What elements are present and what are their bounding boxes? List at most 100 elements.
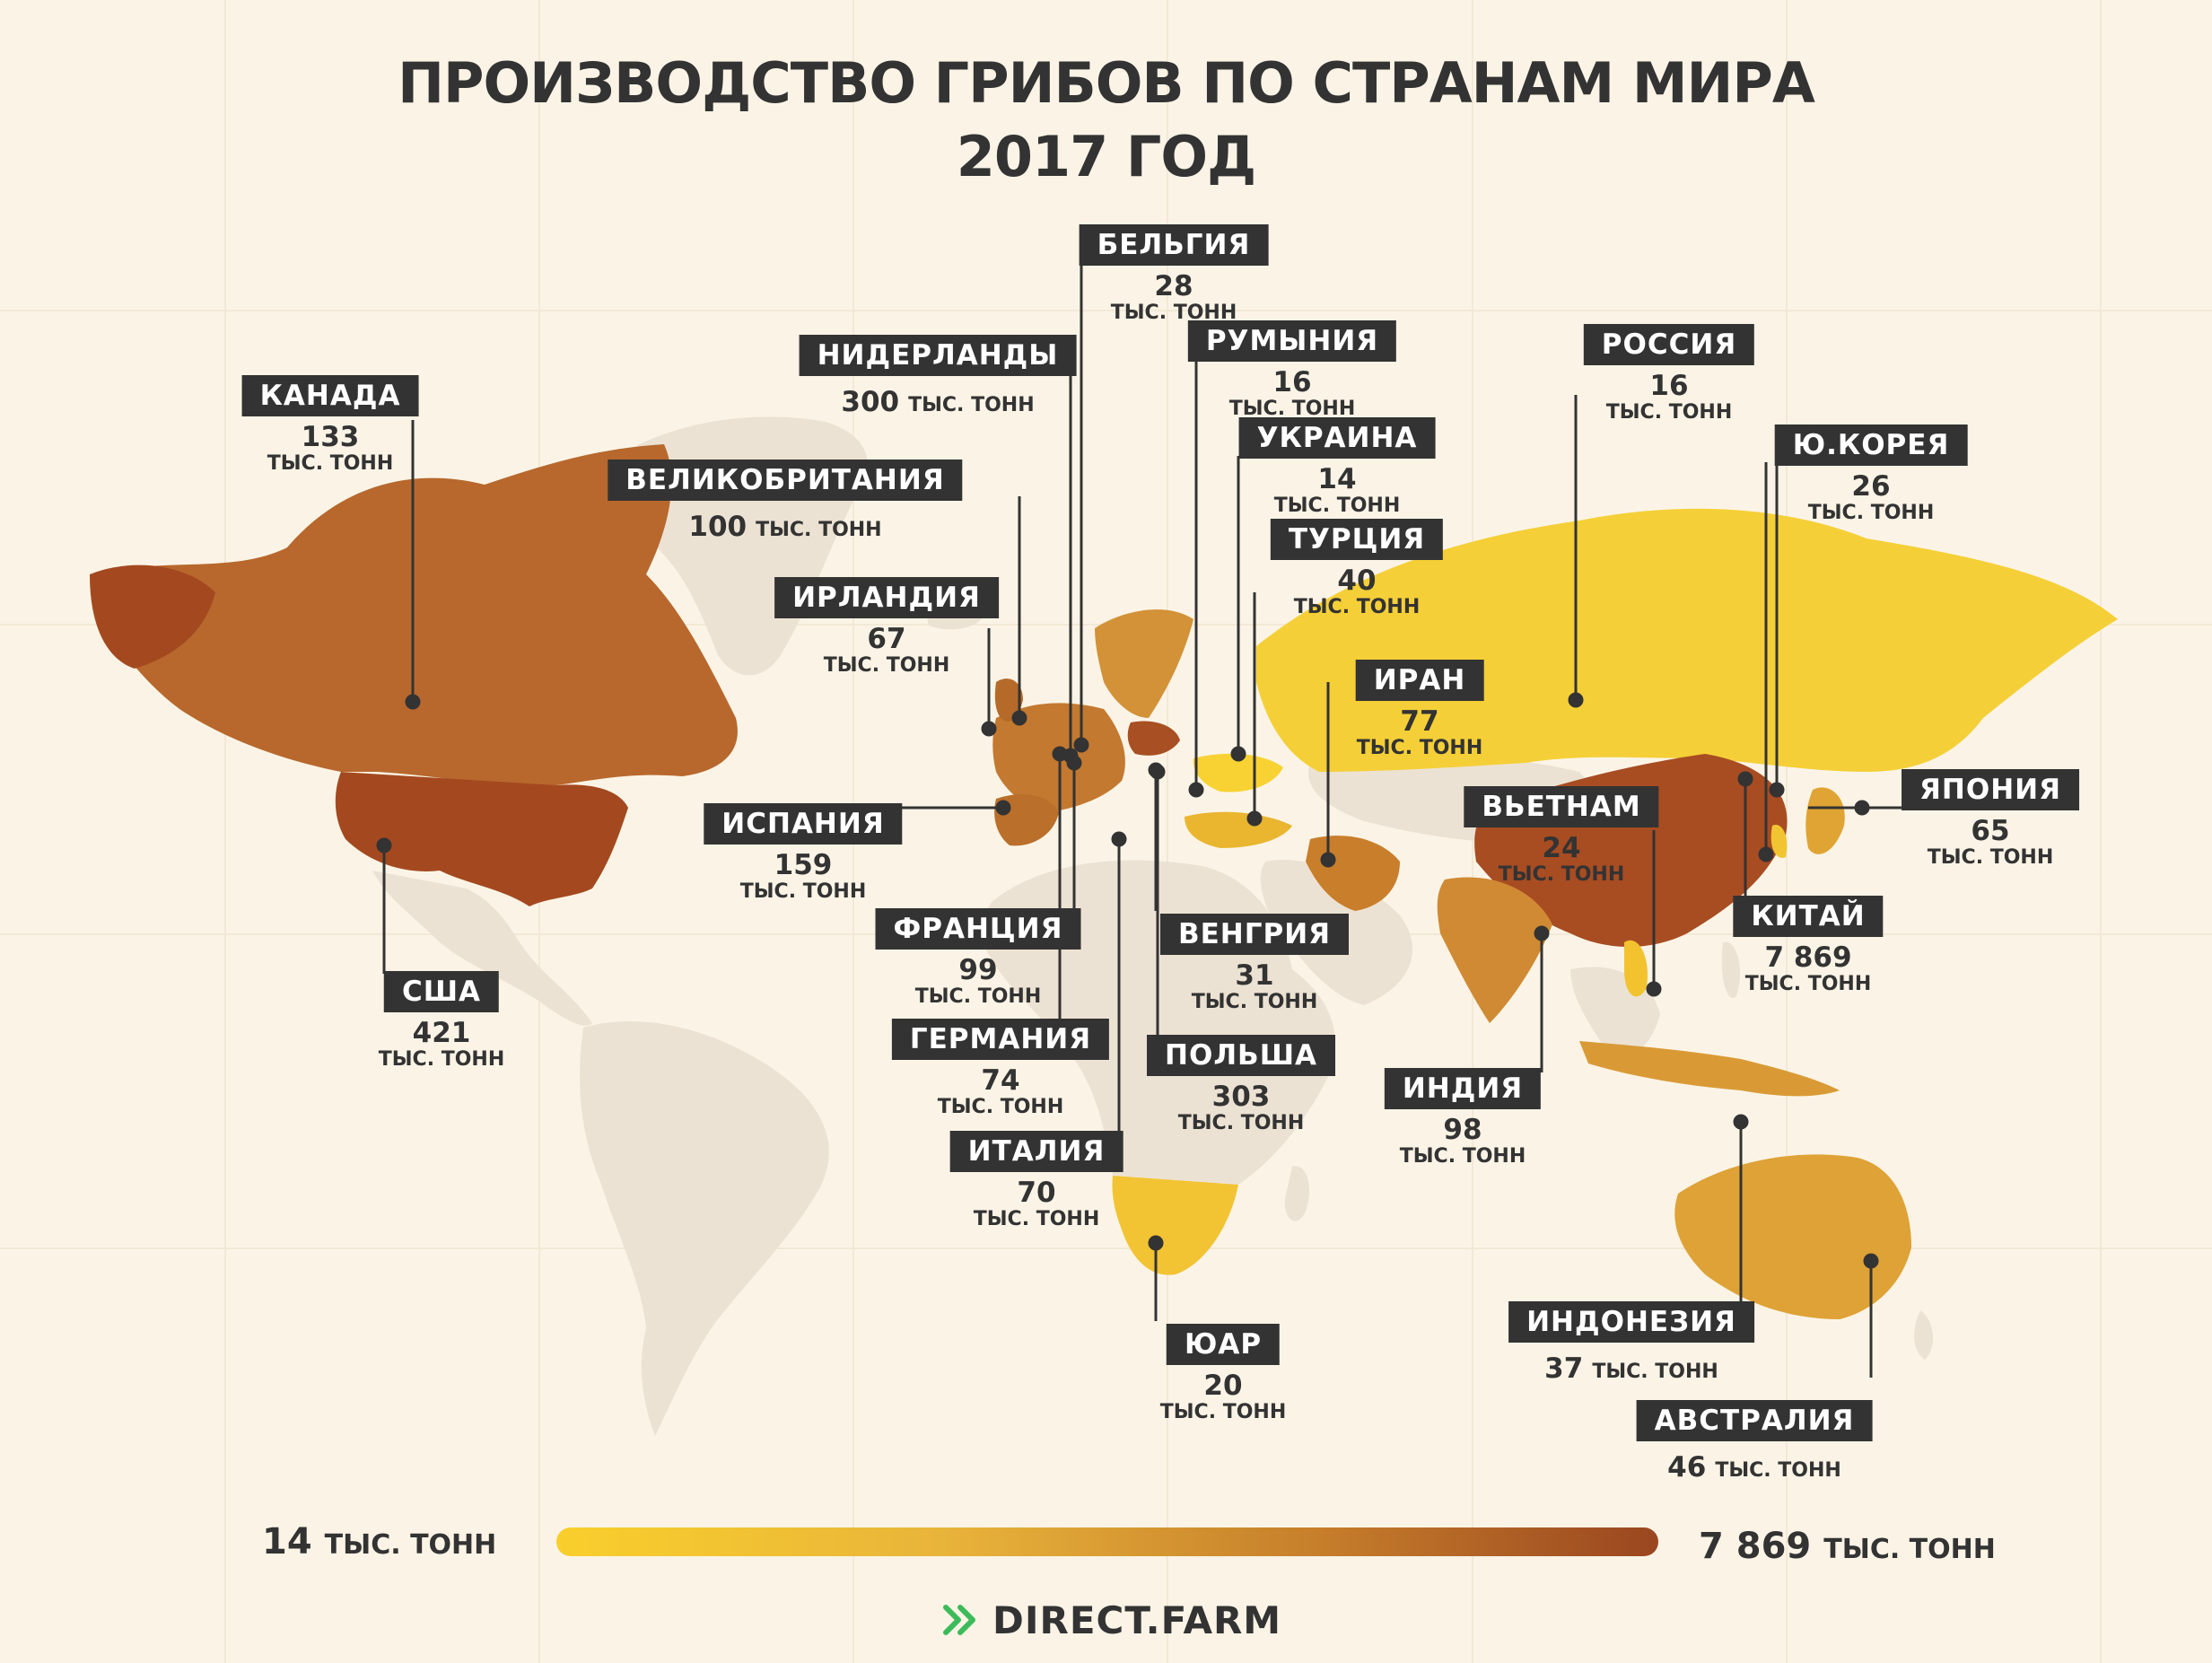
korea-shape [1770, 825, 1788, 858]
country-unit: ТЫС. ТОНН [823, 654, 950, 677]
brand-logo: DIRECT.FARM [940, 1593, 1281, 1647]
new-zealand [1914, 1310, 1934, 1360]
country-value: 16 [1272, 366, 1312, 398]
scale-min: 14 ТЫС. ТОНН [262, 1521, 496, 1562]
country-unit: ТЫС. ТОНН [378, 1048, 505, 1071]
label-india: ИНДИЯ 98 ТЫС. ТОНН [1384, 1068, 1542, 1168]
scale-max: 7 869 ТЫС. ТОНН [1699, 1526, 1996, 1567]
country-value: 40 [1337, 565, 1377, 597]
country-unit: ТЫС. ТОНН [1177, 1112, 1305, 1134]
page-title: ПРОИЗВОДСТВО ГРИБОВ ПО СТРАНАМ МИРА 2017… [0, 47, 2212, 194]
philippines [1721, 941, 1741, 998]
country-unit: ТЫС. ТОНН [739, 880, 867, 903]
country-value: 20 [1203, 1370, 1243, 1402]
country-name: БЕЛЬГИЯ [1079, 224, 1269, 266]
madagascar [1284, 1166, 1310, 1221]
country-value: 37 [1544, 1352, 1584, 1385]
double-chevron-icon [943, 1605, 975, 1635]
title-line-2: 2017 ГОД [956, 124, 1257, 189]
label-usa: США 421 ТЫС. ТОНН [378, 971, 505, 1072]
country-value: 28 [1154, 270, 1193, 302]
label-russia: РОССИЯ 16 ТЫС. ТОНН [1583, 324, 1755, 425]
label-south-korea: Ю.КОРЕЯ 26 ТЫС. ТОНН [1774, 425, 1968, 525]
country-name: ВЬЕТНАМ [1464, 786, 1659, 827]
grid-line [0, 1247, 2212, 1249]
country-name: ИТАЛИЯ [949, 1131, 1123, 1172]
country-value: 31 [1235, 959, 1274, 992]
country-value: 99 [958, 954, 998, 986]
label-iran: ИРАН 77 ТЫС. ТОНН [1355, 660, 1484, 760]
turkey-shape [1185, 811, 1292, 848]
country-unit: ТЫС. ТОНН [914, 985, 1042, 1008]
label-vietnam: ВЬЕТНАМ 24 ТЫС. ТОНН [1464, 786, 1659, 887]
australia-shape [1674, 1154, 1911, 1319]
label-uk: ВЕЛИКОБРИТАНИЯ 100 ТЫС. ТОНН [608, 460, 963, 543]
country-value: 77 [1400, 705, 1439, 738]
country-name: АВСТРАЛИЯ [1636, 1400, 1873, 1441]
label-turkey: ТУРЦИЯ 40 ТЫС. ТОНН [1270, 519, 1444, 619]
country-value: 7 869 [1764, 941, 1852, 974]
country-name: США [383, 971, 500, 1012]
country-value: 67 [867, 623, 906, 655]
country-unit: ТЫС. ТОНН [1927, 846, 2054, 869]
producing-countries [90, 444, 2118, 1319]
scale-max-value: 7 869 [1699, 1526, 1812, 1567]
country-unit: ТЫС. ТОНН [1744, 973, 1872, 995]
label-canada: КАНАДА 133 ТЫС. ТОНН [241, 375, 419, 476]
japan-shape [1805, 787, 1845, 854]
scale-max-unit: ТЫС. ТОНН [1823, 1534, 1996, 1565]
country-unit: ТЫС. ТОНН [1110, 302, 1237, 324]
country-unit: ТЫС. ТОНН [1592, 1361, 1718, 1383]
country-unit: ТЫС. ТОНН [908, 394, 1035, 416]
country-unit: ТЫС. ТОНН [937, 1096, 1064, 1118]
label-indonesia: ИНДОНЕЗИЯ 37 ТЫС. ТОНН [1508, 1301, 1754, 1384]
label-south-africa: ЮАР 20 ТЫС. ТОНН [1159, 1324, 1287, 1424]
country-unit: ТЫС. ТОНН [973, 1208, 1100, 1230]
south-africa-shape [1112, 1176, 1238, 1275]
country-unit: ТЫС. ТОНН [267, 452, 394, 475]
country-name: ИНДИЯ [1384, 1068, 1542, 1109]
label-poland: ПОЛЬША 303 ТЫС. ТОНН [1147, 1035, 1335, 1135]
canada-shape [99, 444, 738, 787]
country-unit: ТЫС. ТОНН [756, 519, 882, 541]
poland-shape [1127, 721, 1180, 756]
label-australia: АВСТРАЛИЯ 46 ТЫС. ТОНН [1636, 1400, 1873, 1483]
country-value: 65 [1971, 815, 2010, 847]
country-name: ПОЛЬША [1147, 1035, 1335, 1076]
label-japan: ЯПОНИЯ 65 ТЫС. ТОНН [1902, 769, 2079, 870]
country-name: КАНАДА [241, 375, 419, 416]
scandinavia [1095, 609, 1193, 718]
country-name: Ю.КОРЕЯ [1774, 425, 1968, 466]
country-unit: ТЫС. ТОНН [1191, 991, 1318, 1013]
scale-gradient-bar [556, 1527, 1658, 1556]
label-romania: РУМЫНИЯ 16 ТЫС. ТОНН [1187, 320, 1397, 421]
label-spain: ИСПАНИЯ 159 ТЫС. ТОНН [704, 803, 903, 904]
label-ireland: ИРЛАНДИЯ 67 ТЫС. ТОНН [774, 577, 999, 678]
country-value: 133 [301, 421, 360, 453]
label-netherlands: НИДЕРЛАНДЫ 300 ТЫС. ТОНН [799, 335, 1077, 418]
country-name: ФРАНЦИЯ [875, 908, 1081, 950]
alaska [90, 565, 215, 669]
country-unit: ТЫС. ТОНН [1159, 1401, 1287, 1423]
country-name: РУМЫНИЯ [1187, 320, 1397, 362]
russia-shape [1256, 508, 2118, 772]
country-value: 100 [688, 511, 748, 543]
uk-shape [994, 678, 1023, 722]
country-name: ЮАР [1166, 1324, 1281, 1365]
ukraine-shape [1193, 753, 1283, 792]
indonesia-shape [1579, 1041, 1840, 1097]
country-name: ЯПОНИЯ [1902, 769, 2079, 810]
label-germany: ГЕРМАНИЯ 74 ТЫС. ТОНН [891, 1019, 1110, 1119]
country-unit: ТЫС. ТОНН [1293, 596, 1421, 618]
country-value: 421 [412, 1017, 471, 1049]
scale-min-value: 14 [262, 1521, 312, 1562]
country-unit: ТЫС. ТОНН [1228, 398, 1356, 420]
vietnam-shape [1624, 940, 1648, 997]
scale-min-unit: ТЫС. ТОНН [324, 1529, 497, 1561]
country-value: 300 [841, 386, 900, 418]
country-value: 74 [981, 1064, 1020, 1097]
country-value: 98 [1443, 1114, 1482, 1146]
grid-line [1167, 0, 1168, 1663]
country-value: 159 [774, 849, 833, 881]
grid-line [224, 0, 226, 1663]
